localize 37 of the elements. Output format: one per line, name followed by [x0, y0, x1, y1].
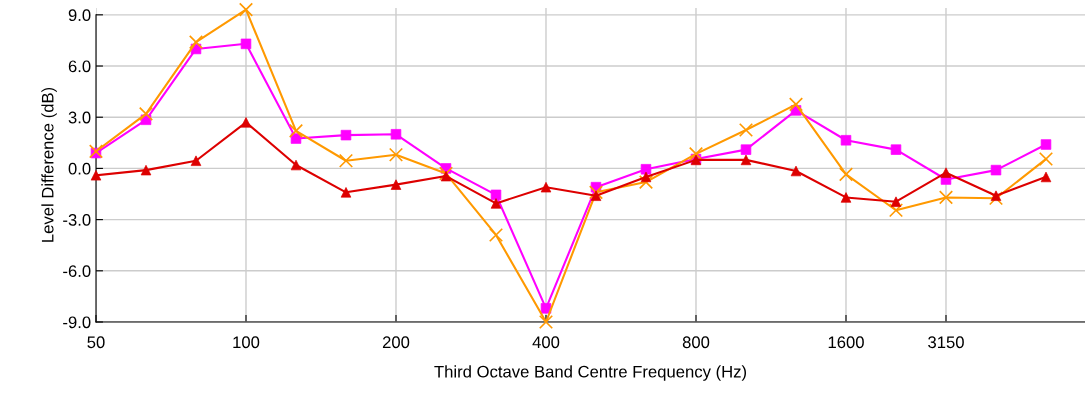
x-axis-title: Third Octave Band Centre Frequency (Hz): [434, 365, 747, 381]
point: [638, 174, 654, 190]
point: [488, 227, 504, 243]
x-tick-label: 1600: [828, 336, 864, 349]
x-tick-label: 400: [532, 336, 560, 349]
point: [340, 129, 352, 141]
point: [688, 146, 704, 161]
point: [390, 129, 402, 140]
y-axis-title: Level Difference (dB): [41, 87, 57, 242]
point: [1038, 151, 1054, 167]
x-tick-label: 800: [682, 336, 710, 349]
point: [388, 147, 404, 162]
point: [788, 97, 804, 112]
y-tick-label: -6.0: [63, 265, 91, 278]
point: [538, 314, 554, 330]
x-tick-label: 50: [87, 336, 105, 349]
point: [288, 123, 304, 138]
point: [738, 122, 754, 138]
y-tick-label: 9.0: [68, 9, 91, 22]
y-tick-label: 0.0: [68, 162, 91, 175]
point: [588, 185, 604, 200]
point: [188, 35, 204, 50]
point: [438, 166, 454, 181]
point: [338, 153, 354, 168]
point: [240, 38, 252, 50]
x-tick-label: 200: [382, 336, 410, 349]
point: [238, 2, 254, 17]
point: [938, 190, 954, 205]
x-tick-label: 3150: [928, 336, 964, 349]
y-tick-label: 3.0: [68, 111, 91, 124]
y-tick-label: -9.0: [63, 316, 91, 329]
x-tick-label: 100: [233, 336, 260, 349]
y-tick-label: 6.0: [68, 60, 91, 73]
point: [138, 106, 154, 121]
y-tick-label: -3.0: [63, 214, 91, 226]
point: [838, 167, 854, 182]
point: [888, 203, 904, 218]
